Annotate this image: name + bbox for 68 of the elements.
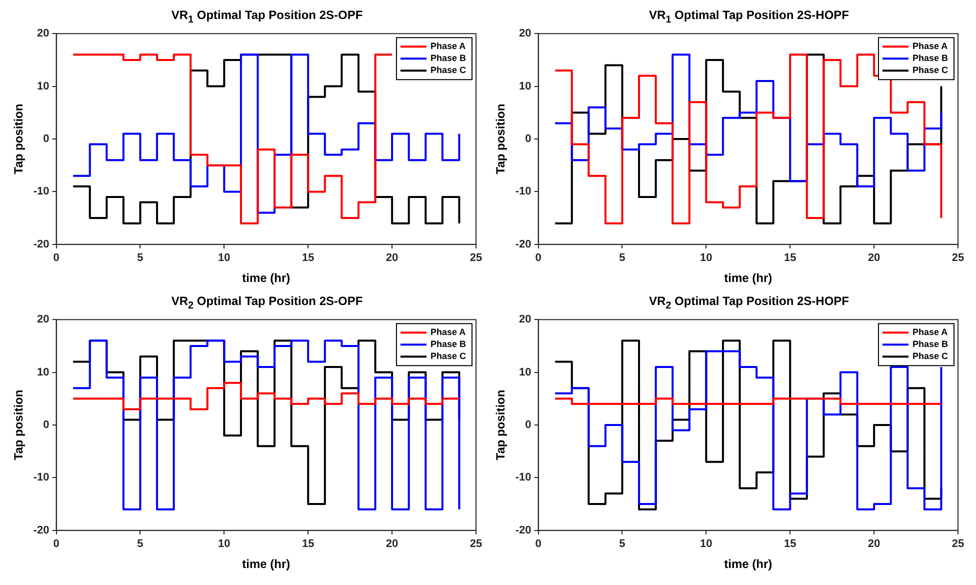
x-tick-label: 25 <box>952 538 964 550</box>
y-tick-label: -20 <box>33 238 50 250</box>
x-tick-label: 20 <box>868 538 880 550</box>
y-axis-title: Tap position <box>494 390 508 460</box>
x-tick-label: 5 <box>137 252 144 264</box>
legend-label: Phase B <box>430 53 466 64</box>
legend-label: Phase C <box>430 351 466 362</box>
x-tick-label: 10 <box>218 538 230 550</box>
y-tick-label: 0 <box>525 419 532 432</box>
chart-title: VR$_{2}$ Optimal Tap Position 2S-HOPF <box>648 294 850 312</box>
y-tick-label: 10 <box>519 366 532 378</box>
y-tick-label: 0 <box>525 133 532 146</box>
legend-label: Phase A <box>430 327 466 338</box>
legend-label: Phase A <box>430 41 466 52</box>
x-tick-label: 10 <box>700 252 712 264</box>
y-axis-title: Tap position <box>12 390 26 460</box>
y-tick-label: -20 <box>515 524 532 536</box>
x-tick-label: 0 <box>535 252 542 264</box>
x-axis-title: time (hr) <box>724 271 772 286</box>
y-tick-label: -10 <box>33 186 50 198</box>
chart-title: VR$_{1}$ Optimal Tap Position 2S-OPF <box>170 8 364 26</box>
x-tick-label: 25 <box>470 538 482 550</box>
legend-label: Phase A <box>912 41 948 52</box>
x-tick-label: 5 <box>137 538 144 550</box>
legend-label: Phase C <box>430 65 466 76</box>
x-tick-label: 20 <box>386 252 398 264</box>
y-tick-label: 10 <box>37 366 50 378</box>
y-tick-label: 10 <box>519 80 532 92</box>
legend-label: Phase A <box>912 327 948 338</box>
y-tick-label: 20 <box>37 314 50 326</box>
y-tick-label: 20 <box>519 28 532 40</box>
chart-title: VR$_{2}$ Optimal Tap Position 2S-OPF <box>170 294 364 312</box>
y-tick-label: -20 <box>515 238 532 250</box>
x-tick-label: 10 <box>700 538 712 550</box>
x-tick-label: 25 <box>470 252 482 264</box>
x-tick-label: 25 <box>952 252 964 264</box>
x-tick-label: 15 <box>302 252 314 264</box>
legend-label: Phase B <box>430 339 466 350</box>
y-tick-label: 10 <box>37 80 50 92</box>
y-tick-label: 20 <box>37 28 50 40</box>
x-tick-label: 0 <box>53 252 60 264</box>
x-tick-label: 15 <box>302 538 314 550</box>
x-axis-title: time (hr) <box>242 271 290 286</box>
y-tick-label: 20 <box>519 314 532 326</box>
y-tick-label: 0 <box>43 419 50 432</box>
y-tick-label: 0 <box>43 133 50 146</box>
y-tick-label: -10 <box>33 472 50 484</box>
x-tick-label: 15 <box>784 252 796 264</box>
legend-label: Phase B <box>912 53 948 64</box>
y-tick-label: -10 <box>515 186 532 198</box>
x-tick-label: 20 <box>386 538 398 550</box>
y-tick-label: -20 <box>33 524 50 536</box>
x-tick-label: 15 <box>784 538 796 550</box>
legend-label: Phase C <box>912 65 948 76</box>
y-axis-title: Tap position <box>12 104 26 174</box>
x-axis-title: time (hr) <box>242 557 290 572</box>
legend-label: Phase B <box>912 339 948 350</box>
x-tick-label: 10 <box>218 252 230 264</box>
chart-title: VR$_{1}$ Optimal Tap Position 2S-HOPF <box>648 8 850 26</box>
x-tick-label: 0 <box>53 538 60 550</box>
y-tick-label: -10 <box>515 472 532 484</box>
x-tick-label: 20 <box>868 252 880 264</box>
x-tick-label: 5 <box>619 538 626 550</box>
y-axis-title: Tap position <box>494 104 508 174</box>
x-axis-title: time (hr) <box>724 557 772 572</box>
x-tick-label: 5 <box>619 252 626 264</box>
x-tick-label: 0 <box>535 538 542 550</box>
legend-label: Phase C <box>912 351 948 362</box>
